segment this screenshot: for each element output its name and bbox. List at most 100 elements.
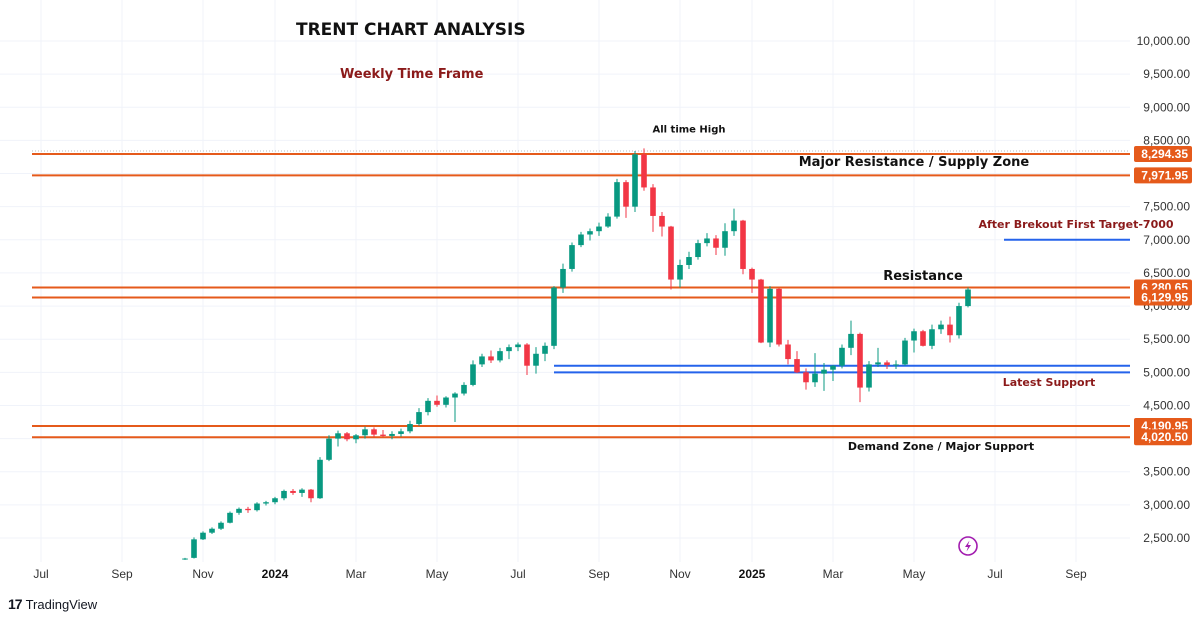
- candle-body[interactable]: [686, 257, 692, 265]
- candle-body[interactable]: [740, 220, 746, 269]
- candle-body[interactable]: [677, 264, 683, 280]
- candle-body[interactable]: [659, 215, 665, 227]
- candle-body[interactable]: [560, 268, 566, 288]
- candle-body[interactable]: [200, 532, 206, 540]
- candle-body[interactable]: [605, 216, 611, 227]
- candle-body[interactable]: [290, 490, 296, 493]
- candle-body[interactable]: [794, 359, 800, 373]
- candle-body[interactable]: [731, 220, 737, 232]
- candle-body[interactable]: [533, 353, 539, 366]
- candle-body[interactable]: [218, 522, 224, 529]
- candle-body[interactable]: [317, 459, 323, 499]
- candle-body[interactable]: [488, 356, 494, 361]
- candle-body[interactable]: [812, 373, 818, 383]
- candle-body[interactable]: [839, 347, 845, 366]
- candle-body[interactable]: [263, 502, 269, 504]
- candle-body[interactable]: [776, 288, 782, 345]
- candle-body[interactable]: [281, 490, 287, 499]
- candle-body[interactable]: [182, 558, 188, 560]
- candle-body[interactable]: [848, 333, 854, 348]
- candle-body[interactable]: [614, 182, 620, 217]
- y-tick-label: 6,500.00: [1143, 266, 1190, 280]
- candle-body[interactable]: [506, 347, 512, 352]
- candle-body[interactable]: [515, 344, 521, 348]
- candle-body[interactable]: [425, 400, 431, 413]
- candle-body[interactable]: [929, 329, 935, 346]
- candle-body[interactable]: [524, 344, 530, 366]
- x-tick-label: 2024: [262, 567, 289, 581]
- candle-body[interactable]: [443, 397, 449, 405]
- candle-body[interactable]: [245, 508, 251, 511]
- tradingview-logo[interactable]: 17 TradingView: [8, 596, 97, 612]
- candle-body[interactable]: [857, 333, 863, 388]
- candle-body[interactable]: [308, 489, 314, 499]
- candle-body[interactable]: [407, 424, 413, 432]
- x-tick-label: Sep: [111, 567, 133, 581]
- candle-body[interactable]: [821, 369, 827, 374]
- candle-body[interactable]: [623, 182, 629, 207]
- candle-body[interactable]: [569, 245, 575, 269]
- y-axis[interactable]: 2,500.003,000.003,500.004,000.004,500.00…: [1137, 34, 1191, 545]
- candle-body[interactable]: [326, 438, 332, 460]
- candle-body[interactable]: [542, 345, 548, 354]
- candle-body[interactable]: [641, 154, 647, 188]
- candle-body[interactable]: [758, 279, 764, 343]
- candle-body[interactable]: [254, 503, 260, 511]
- candle-body[interactable]: [335, 433, 341, 439]
- candle-body[interactable]: [947, 324, 953, 336]
- candle-body[interactable]: [902, 340, 908, 365]
- candle-body[interactable]: [353, 435, 359, 440]
- candle-body[interactable]: [209, 528, 215, 533]
- candle-body[interactable]: [884, 362, 890, 366]
- candle-body[interactable]: [866, 364, 872, 388]
- candles: [182, 148, 971, 560]
- candle-body[interactable]: [578, 234, 584, 246]
- candle-body[interactable]: [497, 351, 503, 361]
- candle-body[interactable]: [632, 154, 638, 207]
- candle-body[interactable]: [830, 365, 836, 370]
- candle-body[interactable]: [722, 231, 728, 248]
- price-badge: [1134, 146, 1192, 163]
- candle-body[interactable]: [920, 331, 926, 346]
- candle-body[interactable]: [596, 226, 602, 232]
- x-tick-label: Sep: [588, 567, 610, 581]
- candle-body[interactable]: [272, 498, 278, 503]
- candle-body[interactable]: [587, 231, 593, 235]
- candle-body[interactable]: [650, 187, 656, 216]
- candle-body[interactable]: [434, 400, 440, 405]
- candle-body[interactable]: [767, 288, 773, 343]
- candle-body[interactable]: [389, 433, 395, 436]
- candle-body[interactable]: [398, 431, 404, 434]
- candle-body[interactable]: [227, 512, 233, 523]
- candle-body[interactable]: [713, 238, 719, 248]
- candle-body[interactable]: [749, 268, 755, 280]
- candle-body[interactable]: [956, 306, 962, 336]
- candle-body[interactable]: [803, 372, 809, 383]
- candle-body[interactable]: [299, 489, 305, 493]
- candle-body[interactable]: [380, 434, 386, 436]
- candle-body[interactable]: [893, 364, 899, 366]
- lightning-icon[interactable]: [958, 536, 978, 556]
- candle-body[interactable]: [371, 429, 377, 435]
- candle-body[interactable]: [344, 433, 350, 440]
- candle-body[interactable]: [236, 508, 242, 513]
- candle-body[interactable]: [461, 384, 467, 394]
- candle-body[interactable]: [785, 344, 791, 360]
- candle-body[interactable]: [965, 289, 971, 307]
- candle-body[interactable]: [668, 226, 674, 280]
- candle-body[interactable]: [875, 362, 881, 365]
- candle-body[interactable]: [938, 324, 944, 330]
- candle-body[interactable]: [470, 364, 476, 385]
- candle-body[interactable]: [191, 539, 197, 558]
- candle-body[interactable]: [479, 356, 485, 365]
- candle-body[interactable]: [551, 287, 557, 346]
- candle-body[interactable]: [416, 412, 422, 425]
- candle-body[interactable]: [695, 243, 701, 258]
- candle-body[interactable]: [362, 429, 368, 436]
- x-tick-label: Nov: [669, 567, 690, 581]
- x-axis[interactable]: Jul Sep Nov 2024 Mar May Jul Sep Nov 2025 Mar May Ju…: [33, 567, 1087, 581]
- candle-body[interactable]: [704, 238, 710, 244]
- candle-body[interactable]: [452, 393, 458, 398]
- candle-body[interactable]: [911, 331, 917, 341]
